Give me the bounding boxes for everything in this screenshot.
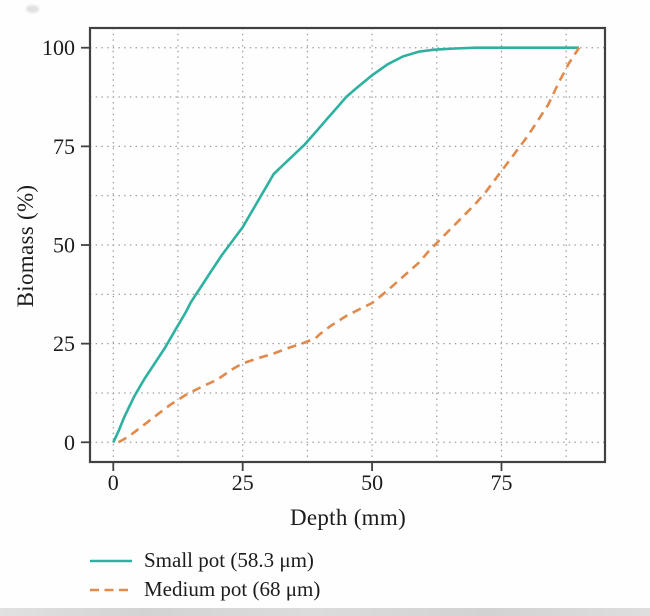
y-tick-label: 25: [53, 331, 75, 356]
x-tick-label: 25: [232, 470, 254, 495]
x-tick-label: 50: [361, 470, 383, 495]
y-tick-label: 100: [42, 35, 75, 60]
bottom-edge-bar: [0, 608, 650, 616]
y-tick-label: 0: [64, 430, 75, 455]
y-tick-label: 50: [53, 233, 75, 258]
series-line-0: [112, 46, 580, 443]
legend-label-small-pot: Small pot (58.3 μm): [144, 548, 314, 572]
legend-item-small-pot: Small pot (58.3 μm): [88, 546, 320, 575]
x-tick-label: 0: [108, 470, 119, 495]
plot-frame: [88, 26, 607, 464]
legend-swatch-solid-line-icon: [90, 559, 132, 562]
y-axis-title: Biomass (%): [13, 184, 38, 308]
legend-label-medium-pot: Medium pot (68 μm): [144, 577, 321, 601]
y-tick-label: 75: [53, 134, 75, 159]
legend-swatch-dashed-line-icon: [90, 588, 132, 591]
scan-artifact: [26, 5, 39, 13]
legend-item-medium-pot: Medium pot (68 μm): [88, 575, 320, 604]
legend: Small pot (58.3 μm) Medium pot (68 μm): [88, 546, 320, 604]
x-axis-title: Depth (mm): [289, 505, 407, 530]
x-tick-label: 75: [490, 470, 512, 495]
series-line-1: [117, 46, 581, 444]
